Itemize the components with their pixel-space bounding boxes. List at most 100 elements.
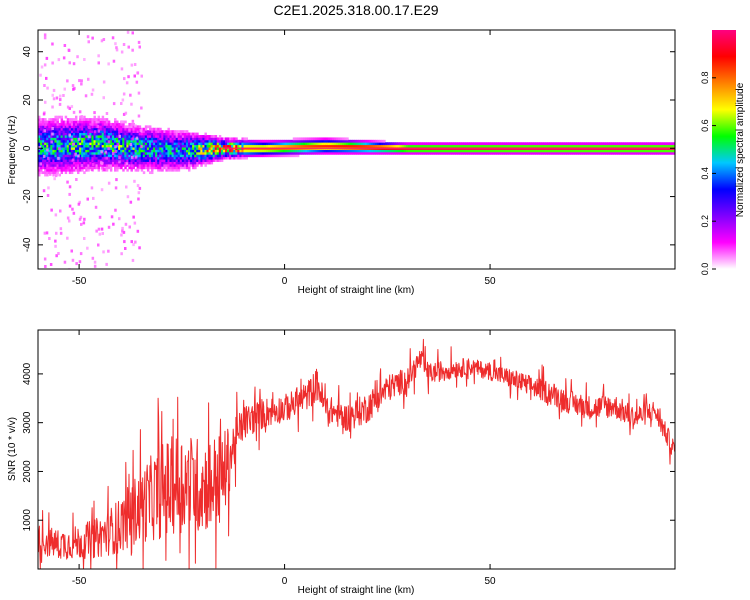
spectrogram-cell (40, 130, 43, 133)
spectrogram-cell (50, 147, 53, 150)
spectrogram-cell (181, 132, 185, 136)
spectrogram-cell (62, 125, 66, 129)
spectrogram-cell (130, 151, 133, 155)
spectrogram-cell (81, 132, 84, 136)
spectrogram-cell (101, 115, 105, 119)
spectrogram-cell (335, 151, 339, 155)
spectrogram-cell (278, 151, 281, 155)
spectrogram-cell (159, 135, 162, 138)
spectrogram-cell (68, 161, 72, 165)
spectrogram-cell (481, 142, 485, 146)
spectrogram-cell (146, 144, 150, 148)
spectrogram-noise-cell (94, 130, 97, 134)
spectrogram-cell (364, 144, 368, 148)
spectrogram-xtick-label: 50 (485, 276, 497, 287)
spectrogram-cell (270, 144, 273, 148)
spectrogram-cell (91, 161, 94, 165)
spectrogram-cell (409, 149, 413, 153)
spectrogram-cell (118, 132, 121, 136)
spectrogram-cell (124, 147, 127, 150)
spectrogram-cell (183, 151, 187, 155)
spectrogram-cell (397, 151, 401, 155)
spectrogram-cell (516, 151, 520, 155)
spectrogram-cell (140, 151, 144, 155)
spectrogram-cell (183, 161, 187, 165)
spectrogram-cell (85, 122, 88, 126)
spectrogram-cell (105, 137, 109, 141)
spectrogram-cell (114, 132, 117, 136)
spectrogram-cell (638, 149, 641, 153)
spectrogram-cell (459, 151, 462, 155)
spectrogram-noise-cell (133, 74, 136, 78)
spectrogram-cell (188, 147, 191, 150)
spectrogram-cell (85, 156, 88, 160)
spectrogram-cell (424, 151, 427, 155)
spectrogram-cell (502, 144, 505, 148)
spectrogram-noise-cell (131, 119, 135, 123)
spectrogram-cell (148, 171, 152, 175)
spectrogram-cell (107, 166, 111, 170)
spectrogram-cell (62, 161, 66, 165)
spectrogram-cell (407, 142, 411, 146)
spectrogram-noise-cell (86, 246, 89, 250)
spectrogram-cell (360, 144, 364, 148)
spectrogram-cell (535, 142, 538, 146)
spectrogram-cell (188, 137, 191, 141)
spectrogram-cell (397, 144, 401, 148)
spectrogram-cell (255, 139, 259, 143)
spectrogram-cell (122, 168, 125, 172)
spectrogram-cell (580, 142, 583, 146)
spectrogram-cell (313, 139, 316, 143)
spectrogram-cell (148, 159, 152, 162)
spectrogram-cell (395, 151, 398, 155)
spectrogram-cell (601, 151, 604, 155)
spectrogram-cell (448, 151, 452, 155)
spectrogram-cell (196, 142, 199, 146)
spectrogram-cell (107, 151, 111, 155)
spectrogram-cell (629, 142, 633, 146)
spectrogram-cell (157, 159, 160, 162)
spectrogram-cell (138, 127, 142, 131)
spectrogram-cell (235, 137, 238, 141)
spectrogram-cell (508, 142, 512, 146)
spectrogram-cell (62, 137, 66, 141)
spectrogram-cell (576, 144, 579, 148)
spectrogram-cell (284, 142, 288, 146)
spectrogram-cell (87, 139, 90, 143)
spectrogram-cell (142, 142, 146, 146)
spectrogram-cell (44, 125, 47, 129)
spectrogram-cell (321, 142, 325, 146)
spectrogram-cell (247, 149, 251, 153)
spectrogram-cell (165, 135, 168, 138)
spectrogram-cell (130, 166, 133, 170)
spectrogram-cell (72, 139, 76, 143)
spectrogram-cell (64, 127, 68, 131)
spectrogram-cell (323, 151, 327, 155)
spectrogram-noise-cell (47, 186, 50, 190)
spectrogram-cell (99, 125, 103, 129)
spectrogram-cell (173, 166, 177, 170)
spectrogram-cell (38, 144, 41, 148)
spectrogram-cell (229, 139, 232, 143)
spectrogram-cell (101, 139, 105, 143)
spectrogram-noise-cell (70, 249, 73, 253)
spectrogram-cell (124, 132, 127, 136)
spectrogram-cell (592, 142, 596, 146)
spectrogram-cell (340, 139, 343, 143)
spectrogram-cell (165, 132, 168, 136)
spectrogram-cell (329, 151, 333, 155)
spectrogram-cell (179, 163, 183, 167)
spectrogram-cell (48, 156, 51, 160)
spectrogram-cell (502, 151, 505, 155)
spectrogram-cell (173, 142, 177, 146)
spectrogram-cell (623, 144, 627, 148)
spectrogram-noise-cell (88, 126, 91, 129)
spectrogram-cell (72, 122, 76, 126)
spectrogram-cell (360, 142, 364, 146)
spectrogram-cell (95, 154, 98, 158)
spectrogram-cell (301, 137, 304, 141)
spectrogram-cell (276, 154, 279, 158)
spectrogram-cell (171, 161, 175, 165)
spectrogram-noise-cell (59, 209, 62, 213)
spectrogram-cell (356, 139, 359, 143)
